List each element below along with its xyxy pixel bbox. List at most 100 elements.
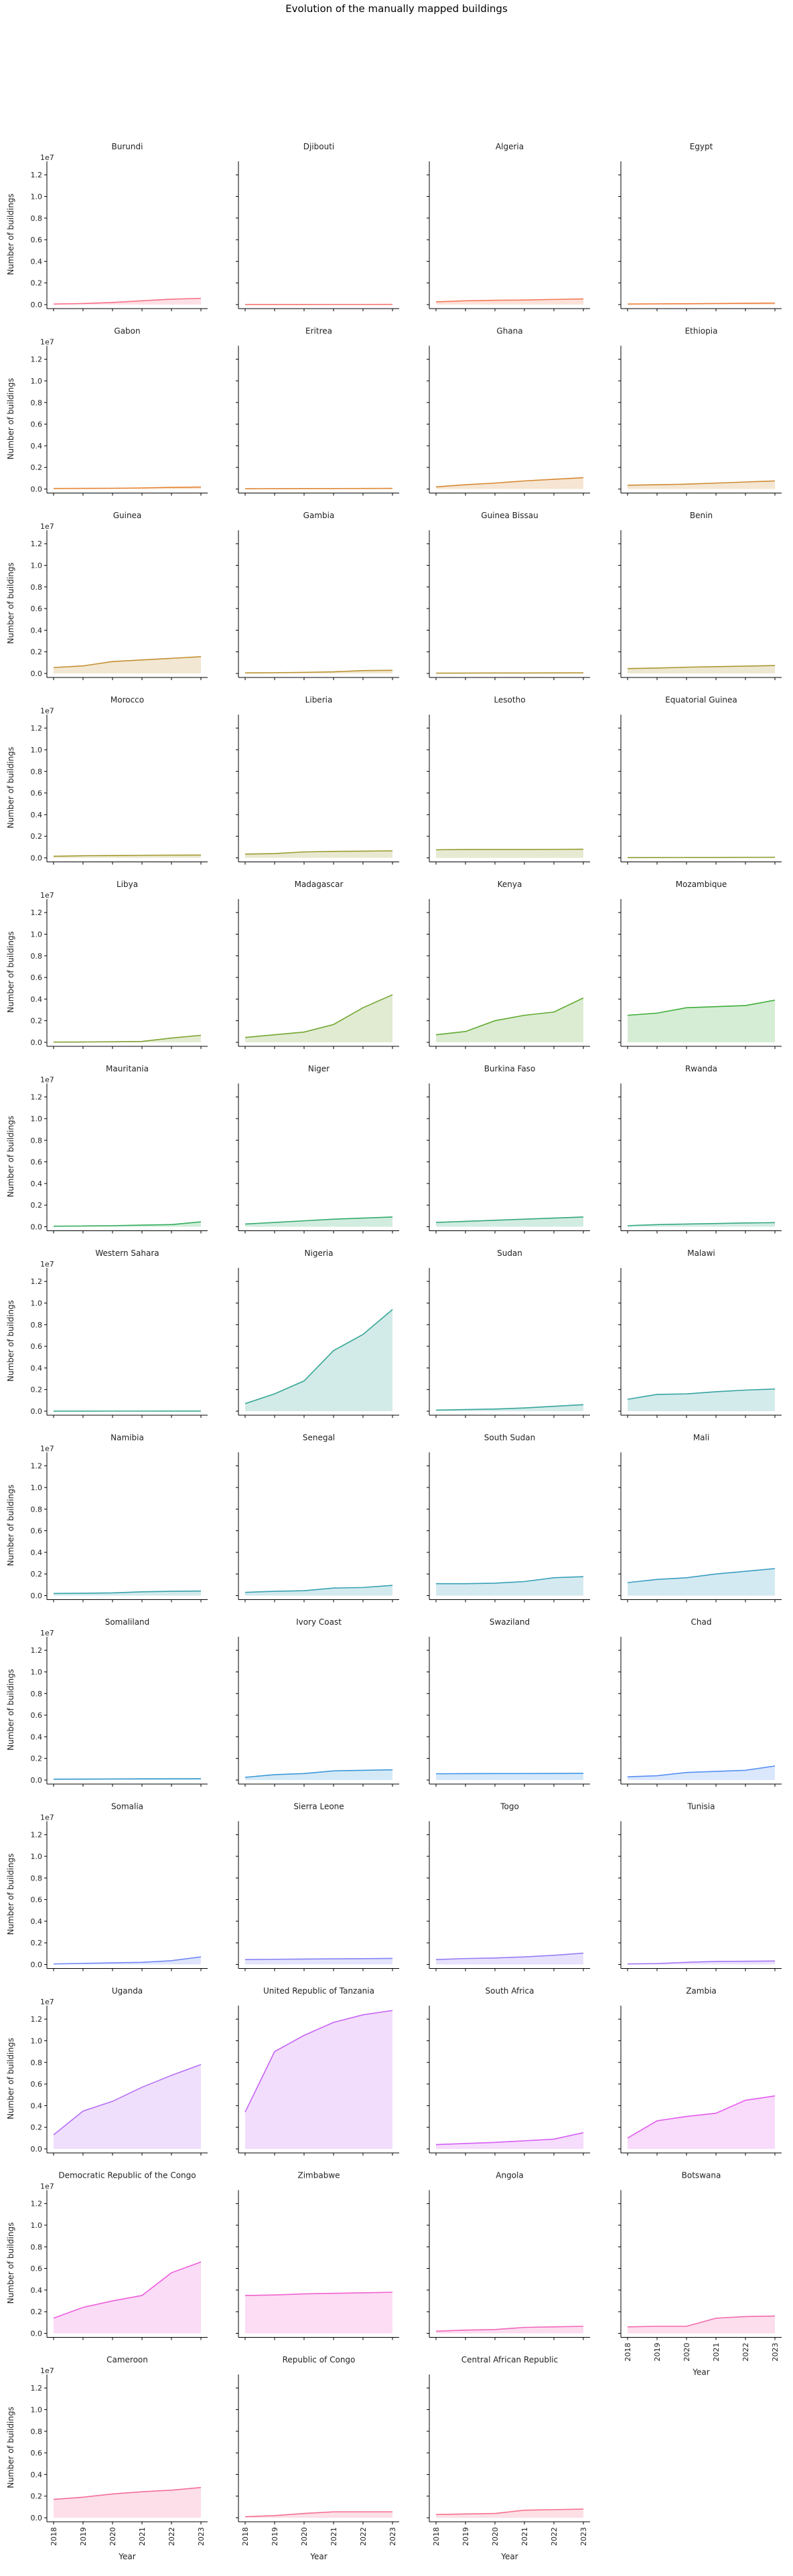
y-tick-label: 0.8: [31, 398, 43, 407]
y-offset-text: 1e7: [40, 1814, 54, 1822]
y-tick-label: 0.8: [31, 1321, 43, 1330]
y-tick-label: 0.4: [31, 2286, 43, 2295]
area-ivory-coast: [245, 1769, 392, 1780]
panel-title-senegal: Senegal: [303, 1433, 335, 1443]
y-tick-label: 0.8: [31, 2427, 43, 2436]
y-axis-label: Number of buildings: [6, 193, 15, 275]
y-tick-label: 0.6: [31, 1527, 43, 1536]
line-libya: [53, 1034, 202, 1043]
y-tick-label: 0.4: [31, 626, 43, 635]
y-tick-label: 1.0: [31, 377, 43, 386]
line-botswana: [627, 2315, 776, 2328]
panel-title-somaliland: Somaliland: [105, 1617, 150, 1627]
y-offset-text: 1e7: [40, 1998, 54, 2006]
y-tick-label: 0.6: [31, 2265, 43, 2273]
area-rwanda: [628, 1222, 775, 1227]
y-tick-label: 1.2: [31, 2384, 43, 2393]
y-axis-label: Number of buildings: [6, 2407, 15, 2488]
area-lesotho: [436, 849, 583, 858]
y-tick-label: 0.6: [31, 789, 43, 798]
panel-title-western-sahara: Western Sahara: [95, 1249, 159, 1258]
line-uganda: [53, 2064, 202, 2136]
line-madagascar: [244, 994, 393, 1038]
y-tick-label: 1.2: [31, 1093, 43, 1102]
y-tick-label: 0.2: [31, 279, 43, 288]
y-tick-label: 0.8: [31, 1690, 43, 1698]
y-offset-text: 1e7: [40, 1445, 54, 1453]
y-tick-label: 1.0: [31, 1483, 43, 1492]
y-tick-label: 0.0: [31, 1592, 43, 1601]
area-mali: [628, 1568, 775, 1596]
area-zambia: [628, 2095, 775, 2149]
line-south-sudan: [436, 1576, 584, 1585]
x-tick-label: 2023: [388, 2527, 397, 2546]
y-tick-label: 0.2: [31, 1755, 43, 1763]
y-tick-label: 1.0: [31, 746, 43, 754]
x-axis-label: Year: [309, 2552, 327, 2561]
y-offset-text: 1e7: [40, 153, 54, 162]
line-cameroon: [53, 2486, 202, 2500]
line-chad: [627, 1765, 776, 1777]
area-democratic-republic-of-the-congo: [54, 2261, 201, 2334]
line-egypt: [627, 302, 776, 305]
area-burkina-faso: [436, 1216, 583, 1227]
y-tick-label: 0.0: [31, 669, 43, 678]
line-malawi: [627, 1388, 776, 1400]
y-tick-label: 0.4: [31, 811, 43, 819]
line-gabon: [53, 486, 202, 489]
y-offset-text: 1e7: [40, 2182, 54, 2191]
area-ghana: [436, 477, 583, 489]
y-tick-label: 0.0: [31, 854, 43, 863]
y-axis-label: Number of buildings: [6, 931, 15, 1013]
panel-title-democratic-republic-of-the-congo: Democratic Republic of the Congo: [58, 2171, 196, 2180]
y-tick-label: 0.6: [31, 605, 43, 613]
x-tick-label: 2019: [461, 2527, 470, 2546]
line-algeria: [435, 298, 584, 303]
panel-title-guinea-bissau: Guinea Bissau: [481, 511, 538, 520]
y-tick-label: 0.0: [31, 1961, 43, 1969]
y-tick-label: 0.6: [31, 1896, 43, 1905]
y-tick-label: 1.2: [31, 2015, 43, 2024]
area-mauritania: [54, 1222, 201, 1227]
x-tick-label: 2019: [271, 2527, 279, 2546]
line-burundi: [53, 297, 202, 305]
y-axis-label: Number of buildings: [6, 2223, 15, 2304]
area-ethiopia: [628, 481, 775, 489]
y-axis-label: Number of buildings: [6, 1854, 15, 1935]
y-tick-label: 0.8: [31, 1874, 43, 1882]
panel-title-tunisia: Tunisia: [687, 1802, 715, 1812]
y-tick-label: 1.2: [31, 1831, 43, 1840]
y-tick-label: 1.0: [31, 930, 43, 939]
panel-title-zambia: Zambia: [686, 1986, 717, 1996]
y-tick-label: 1.2: [31, 724, 43, 733]
y-tick-label: 0.0: [31, 2514, 43, 2522]
y-tick-label: 0.6: [31, 236, 43, 244]
line-central-african-republic: [435, 2508, 584, 2515]
panel-title-chad: Chad: [691, 1617, 712, 1627]
area-kenya: [436, 997, 583, 1042]
y-tick-label: 0.8: [31, 767, 43, 776]
x-tick-label: 2018: [624, 2343, 632, 2362]
y-tick-label: 0.6: [31, 2449, 43, 2458]
y-tick-label: 0.4: [31, 2470, 43, 2479]
line-gambia: [244, 669, 393, 673]
x-tick-label: 2021: [712, 2343, 721, 2362]
area-south-africa: [436, 2132, 583, 2149]
y-tick-label: 0.8: [31, 952, 43, 961]
area-united-republic-of-tanzania: [245, 2010, 392, 2149]
panel-title-ethiopia: Ethiopia: [685, 327, 718, 336]
y-tick-label: 0.0: [31, 1407, 43, 1416]
panel-title-sudan: Sudan: [497, 1249, 522, 1258]
panel-title-botswana: Botswana: [682, 2171, 721, 2180]
panel-title-united-republic-of-tanzania: United Republic of Tanzania: [263, 1986, 374, 1996]
x-tick-label: 2021: [138, 2527, 147, 2546]
chart-title: Evolution of the manually mapped buildin…: [285, 3, 508, 15]
y-offset-text: 1e7: [40, 1076, 54, 1084]
panel-title-republic-of-congo: Republic of Congo: [283, 2355, 356, 2364]
line-rwanda: [627, 1222, 776, 1226]
panel-title-guinea: Guinea: [113, 511, 142, 520]
y-tick-label: 0.8: [31, 583, 43, 592]
y-tick-label: 0.4: [31, 1180, 43, 1188]
area-namibia: [54, 1591, 201, 1596]
x-tick-label: 2023: [771, 2343, 780, 2362]
